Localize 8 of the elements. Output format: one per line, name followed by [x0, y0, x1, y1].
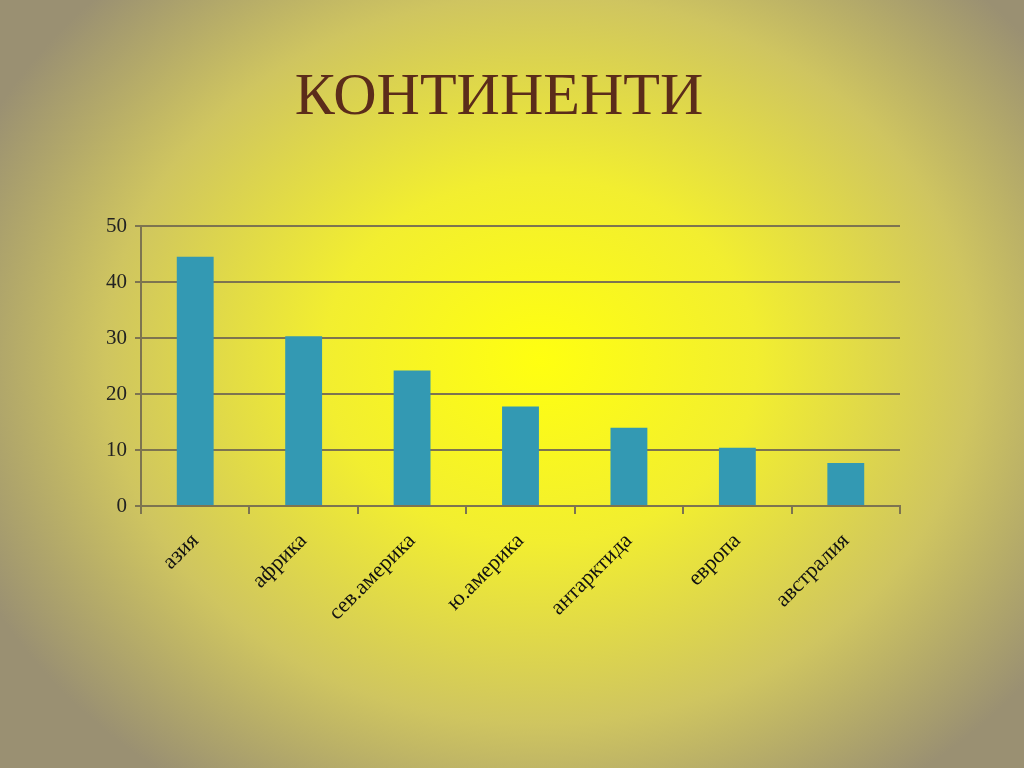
y-tick-label: 20 [106, 380, 127, 405]
y-tick-label: 30 [106, 324, 127, 349]
y-tick-label: 0 [116, 492, 127, 517]
x-tick-label: азия [156, 527, 203, 574]
y-tick-label: 50 [106, 212, 127, 237]
chart-title: КОНТИНЕНТИ [294, 60, 704, 127]
y-tick-label: 40 [106, 268, 127, 293]
y-tick-label: 10 [106, 436, 127, 461]
